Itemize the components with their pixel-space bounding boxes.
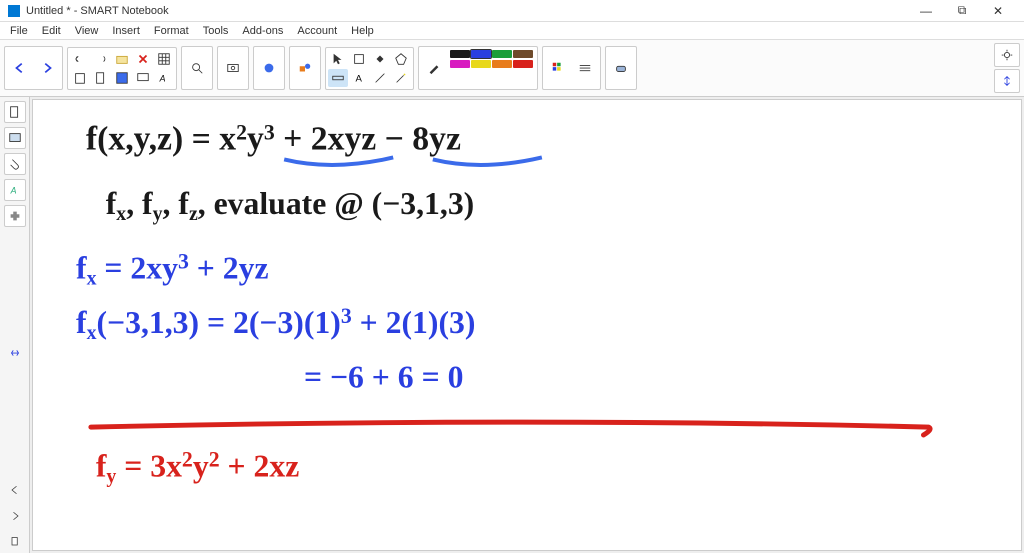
- line-button[interactable]: [370, 69, 390, 87]
- select-group: A: [325, 47, 414, 90]
- svg-text:A: A: [356, 73, 363, 84]
- menubar: File Edit View Insert Format Tools Add-o…: [0, 22, 1024, 40]
- settings-button[interactable]: [997, 46, 1017, 64]
- magic-pen-button[interactable]: [391, 69, 411, 87]
- hw-line1: f(x,y,z) = x2y3 + 2xyz − 8yz: [86, 121, 461, 158]
- restore-button[interactable]: ⧉: [944, 0, 980, 22]
- page-sorter-tab[interactable]: [4, 101, 26, 123]
- prev-page-button[interactable]: [7, 49, 33, 87]
- app-icon: [8, 5, 20, 17]
- line-style-button[interactable]: [572, 49, 598, 87]
- divider-line: [91, 422, 930, 435]
- close-button[interactable]: ✕: [980, 0, 1016, 22]
- screen-button[interactable]: [133, 69, 153, 87]
- menu-format[interactable]: Format: [148, 24, 195, 38]
- undo-button[interactable]: [70, 50, 90, 68]
- next-page-button[interactable]: [34, 49, 60, 87]
- svg-text:A: A: [9, 186, 16, 196]
- pen-brown[interactable]: [513, 50, 533, 58]
- color-fill-group: [542, 46, 601, 90]
- dock-next-button[interactable]: [4, 505, 26, 527]
- color-grid-button[interactable]: [545, 49, 571, 87]
- window-controls: — ⧉ ✕: [908, 0, 1016, 22]
- save-button[interactable]: [112, 69, 132, 87]
- dock-prev-button[interactable]: [4, 479, 26, 501]
- pen-orange[interactable]: [492, 60, 512, 68]
- resize-handle-icon[interactable]: [4, 342, 26, 364]
- eraser-group: [605, 46, 637, 90]
- svg-text:A: A: [159, 73, 166, 83]
- left-dock: A: [0, 97, 30, 553]
- shape-tool-button[interactable]: [349, 50, 369, 68]
- nav-group: [4, 46, 63, 90]
- move-toolbar-button[interactable]: [997, 72, 1017, 90]
- menu-tools[interactable]: Tools: [197, 24, 235, 38]
- underline-2: [433, 157, 542, 164]
- menu-help[interactable]: Help: [345, 24, 380, 38]
- regular-poly-button[interactable]: [391, 50, 411, 68]
- fill-button[interactable]: [370, 50, 390, 68]
- delete-button[interactable]: [133, 50, 153, 68]
- text-button[interactable]: A: [349, 69, 369, 87]
- menu-account[interactable]: Account: [291, 24, 343, 38]
- text-style-button[interactable]: A: [154, 69, 174, 87]
- pen-black[interactable]: [450, 50, 470, 58]
- attachments-tab[interactable]: [4, 153, 26, 175]
- addon-group: [253, 46, 285, 90]
- open-button[interactable]: [112, 50, 132, 68]
- paste-button[interactable]: [70, 69, 90, 87]
- hw-line6: fy = 3x2y2 + 2xz: [96, 448, 299, 488]
- pen-yellow[interactable]: [471, 60, 491, 68]
- minimize-button[interactable]: —: [908, 0, 944, 22]
- addon-button[interactable]: [256, 49, 282, 87]
- properties-tab[interactable]: A: [4, 179, 26, 201]
- zoom-button[interactable]: [184, 49, 210, 87]
- redo-button[interactable]: [91, 50, 111, 68]
- dock-page-button[interactable]: [4, 531, 26, 553]
- hw-line3: fx = 2xy3 + 2yz: [76, 250, 269, 290]
- pen-button[interactable]: [421, 49, 447, 87]
- hw-line2: fx, fy, fz, evaluate @ (−3,1,3): [106, 186, 474, 225]
- hw-line4: fx(−3,1,3) = 2(−3)(1)3 + 2(1)(3): [76, 304, 475, 344]
- file-group: A: [67, 47, 177, 90]
- canvas[interactable]: f(x,y,z) = x2y3 + 2xyz − 8yz fx, fy, fz,…: [32, 99, 1022, 551]
- pen-blue[interactable]: [471, 50, 491, 58]
- menu-file[interactable]: File: [4, 24, 34, 38]
- pen-group: [418, 46, 538, 90]
- shapes-group: [289, 46, 321, 90]
- shapes-button[interactable]: [292, 49, 318, 87]
- pointer-button[interactable]: [328, 50, 348, 68]
- window-title: Untitled * - SMART Notebook: [26, 5, 908, 17]
- eraser-button[interactable]: [608, 49, 634, 87]
- titlebar: Untitled * - SMART Notebook — ⧉ ✕: [0, 0, 1024, 22]
- zoom-group: [181, 46, 213, 90]
- pen-magenta[interactable]: [450, 60, 470, 68]
- capture-button[interactable]: [220, 49, 246, 87]
- menu-addons[interactable]: Add-ons: [236, 24, 289, 38]
- toolbar: A A: [0, 40, 1024, 97]
- menu-view[interactable]: View: [69, 24, 105, 38]
- menu-edit[interactable]: Edit: [36, 24, 67, 38]
- table-button[interactable]: [154, 50, 174, 68]
- pen-green[interactable]: [492, 50, 512, 58]
- underline-1: [284, 157, 393, 164]
- menu-insert[interactable]: Insert: [106, 24, 146, 38]
- pen-red[interactable]: [513, 60, 533, 68]
- addons-tab[interactable]: [4, 205, 26, 227]
- handwriting-svg: f(x,y,z) = x2y3 + 2xyz − 8yz fx, fy, fz,…: [33, 100, 1021, 550]
- measure-button[interactable]: [328, 69, 348, 87]
- capture-group: [217, 46, 249, 90]
- hw-line5: = −6 + 6 = 0: [304, 359, 463, 394]
- workspace: A f(x,y,z) = x2y3 + 2xyz − 8yz fx, fy, f…: [0, 97, 1024, 553]
- gallery-tab[interactable]: [4, 127, 26, 149]
- new-page-button[interactable]: [91, 69, 111, 87]
